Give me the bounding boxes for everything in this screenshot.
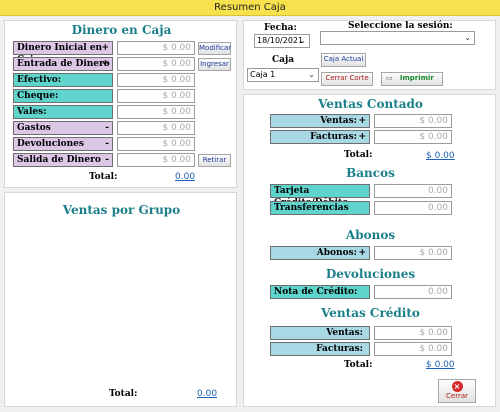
- devoluciones-title: Devoluciones: [325, 267, 416, 281]
- credito-total-label: Total:: [344, 360, 373, 370]
- label-tarjeta: Tarjeta Crédito/Débito: [270, 184, 370, 208]
- contado-ventas-field[interactable]: $ 0.00: [374, 114, 452, 128]
- header-panel: Fecha: 18/10/2021 ⌄ Seleccione la sesión:…: [243, 20, 496, 90]
- credito-total-value: $ 0.00: [426, 360, 455, 370]
- credito-ventas-field[interactable]: $ 0.00: [374, 326, 452, 340]
- label-vales: Vales:: [13, 105, 113, 119]
- label-dinero-inicial: Dinero Inicial en Caja+: [13, 41, 113, 65]
- modificar-button[interactable]: Modificar: [198, 42, 231, 55]
- nota-credito-field[interactable]: 0.00: [374, 285, 452, 299]
- grupo-total-label: Total:: [109, 389, 138, 399]
- label-contado-facturas: Facturas: +: [270, 130, 370, 144]
- salida-dinero-field[interactable]: $ 0.00: [117, 153, 195, 167]
- printer-icon: ▭: [386, 74, 393, 82]
- label-devoluciones: Devoluciones -: [13, 137, 113, 151]
- window-title: Resumen Caja: [214, 2, 286, 13]
- grupo-panel: Ventas por Grupo Total: 0.00: [4, 192, 237, 407]
- ventas-panel: Ventas Contado Ventas: + $ 0.00 Facturas:…: [243, 94, 496, 407]
- cheque-field[interactable]: $ 0.00: [117, 89, 195, 103]
- label-contado-ventas: Ventas: +: [270, 114, 370, 128]
- bancos-title: Bancos: [346, 166, 395, 180]
- transferencias-field[interactable]: 0.00: [374, 201, 452, 215]
- label-credito-ventas: Ventas:: [270, 326, 370, 340]
- chevron-down-icon: ⌄: [308, 70, 315, 79]
- contado-facturas-field[interactable]: $ 0.00: [374, 130, 452, 144]
- sesion-label: Seleccione la sesión:: [348, 21, 453, 31]
- dinero-total-value: 0.00: [175, 172, 196, 182]
- vales-field[interactable]: $ 0.00: [117, 105, 195, 119]
- dinero-inicial-field[interactable]: $ 0.00: [117, 41, 195, 55]
- efectivo-field[interactable]: $ 0.00: [117, 73, 195, 87]
- label-abonos: Abonos: +: [270, 246, 370, 260]
- cerrar-button[interactable]: × Cerrar: [438, 379, 476, 403]
- chevron-down-icon: ⌄: [464, 33, 471, 42]
- grupo-total-value: 0.00: [197, 389, 218, 399]
- imprimir-button[interactable]: ▭ Imprimir: [381, 72, 443, 86]
- contado-title: Ventas Contado: [318, 97, 423, 111]
- caja-label: Caja: [272, 55, 295, 65]
- dinero-panel: Dinero en Caja Dinero Inicial en Caja+ $…: [4, 20, 237, 188]
- chevron-down-icon: ⌄: [299, 36, 306, 45]
- contado-total-label: Total:: [344, 150, 373, 160]
- close-icon: ×: [451, 381, 463, 392]
- credito-title: Ventas Crédito: [321, 306, 420, 320]
- label-entrada-dinero: Entrada de Dinero +: [13, 57, 113, 71]
- devoluciones-field[interactable]: $ 0.00: [117, 137, 195, 151]
- label-efectivo: Efectivo:: [13, 73, 113, 87]
- ingresar-button[interactable]: Ingresar: [198, 58, 231, 71]
- title-bar: Resumen Caja: [0, 0, 500, 16]
- retirar-button[interactable]: Retirar: [198, 154, 231, 167]
- caja-actual-button[interactable]: Caja Actual: [321, 53, 366, 67]
- grupo-title: Ventas por Grupo: [62, 203, 181, 217]
- label-gastos: Gastos -: [13, 121, 113, 135]
- entrada-dinero-field[interactable]: $ 0.00: [117, 57, 195, 71]
- dinero-title: Dinero en Caja: [71, 23, 172, 37]
- credito-facturas-field[interactable]: $ 0.00: [374, 342, 452, 356]
- caja-select[interactable]: Caja 1 ⌄: [247, 68, 319, 82]
- fecha-label: Fecha:: [264, 23, 297, 33]
- abonos-field[interactable]: $ 0.00: [374, 246, 452, 260]
- label-transferencias: Transferencias: [270, 201, 370, 215]
- tarjeta-field[interactable]: 0.00: [374, 184, 452, 198]
- abonos-title: Abonos: [345, 228, 396, 242]
- contado-total-value: $ 0.00: [426, 151, 455, 161]
- label-nota-credito: Nota de Crédito:: [270, 285, 370, 299]
- label-credito-facturas: Facturas:: [270, 342, 370, 356]
- dinero-total-label: Total:: [89, 172, 118, 182]
- label-salida-dinero: Salida de Dinero -: [13, 153, 113, 167]
- fecha-picker[interactable]: 18/10/2021 ⌄: [254, 34, 310, 48]
- label-cheque: Cheque:: [13, 89, 113, 103]
- sesion-select[interactable]: ⌄: [320, 31, 475, 45]
- gastos-field[interactable]: $ 0.00: [117, 121, 195, 135]
- cerrar-corte-button[interactable]: Cerrar Corte: [321, 72, 373, 86]
